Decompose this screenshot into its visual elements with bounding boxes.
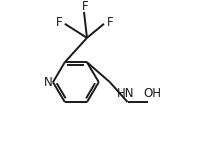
Text: OH: OH: [143, 87, 161, 100]
Text: HN: HN: [117, 87, 135, 100]
Text: N: N: [43, 76, 52, 89]
Text: F: F: [107, 16, 114, 29]
Text: F: F: [56, 16, 62, 29]
Text: F: F: [81, 0, 88, 13]
